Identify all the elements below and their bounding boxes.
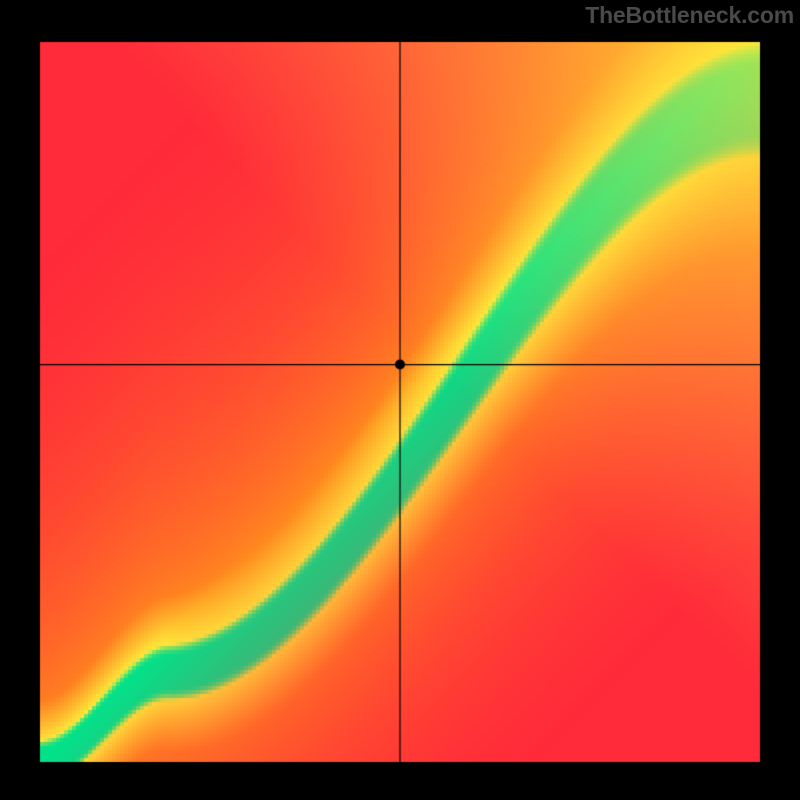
watermark-text: TheBottleneck.com — [581, 0, 800, 33]
chart-root: TheBottleneck.com — [0, 0, 800, 800]
heatmap-canvas — [0, 0, 800, 800]
